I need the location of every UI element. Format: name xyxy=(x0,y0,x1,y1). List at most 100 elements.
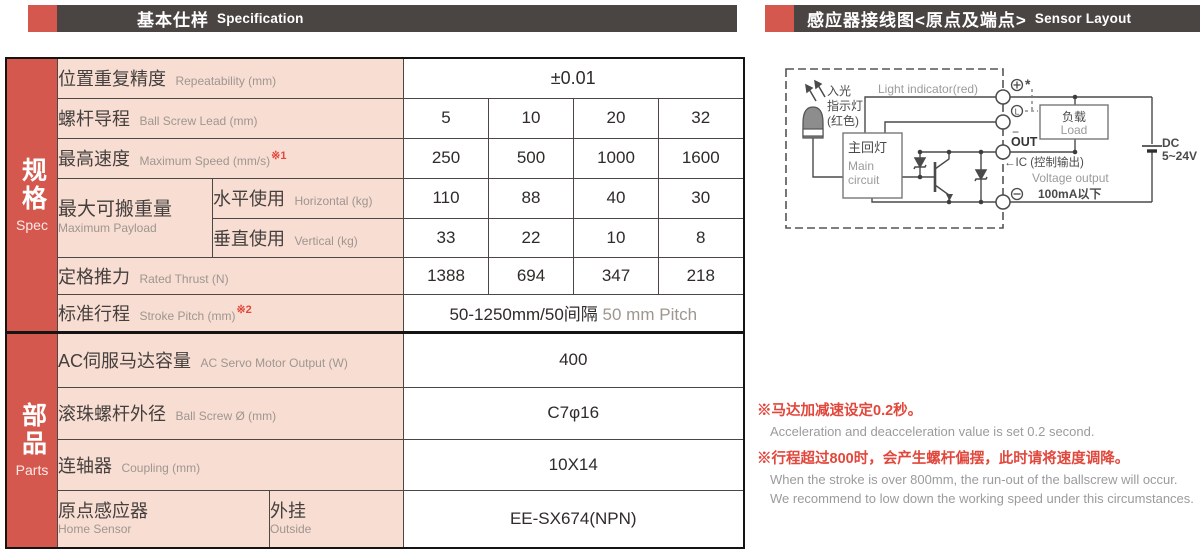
screw-dia-value: C7φ16 xyxy=(403,386,744,440)
row-label-rated-thrust: 定格推力 Rated Thrust (N) xyxy=(57,256,404,295)
horizontal-value-4: 30 xyxy=(658,177,744,219)
horizontal-value-3: 40 xyxy=(573,177,659,219)
terminal-symbols xyxy=(1010,78,1038,201)
horizontal-en: Horizontal (kg) xyxy=(294,194,373,208)
footnote-ref-1: ※1 xyxy=(271,149,287,162)
payload-zh: 最大可搬重量 xyxy=(58,199,173,221)
thrust-en: Rated Thrust (N) xyxy=(139,271,229,286)
led-indicator-icon xyxy=(802,106,824,139)
footnote-ref-2: ※2 xyxy=(236,304,252,317)
home-sensor-zh: 原点感应器 xyxy=(58,501,148,522)
stroke-zh: 标准行程 xyxy=(58,303,130,324)
minus-symbol-icon xyxy=(1010,187,1024,201)
section-spec-zh: 规格 xyxy=(18,156,47,213)
light-in-arrows-icon xyxy=(805,79,826,102)
sensor-section-header: 感应器接线图<原点及端点> Sensor Layout xyxy=(765,5,1200,32)
repeatability-zh: 位置重复精度 xyxy=(58,69,166,90)
thrust-zh: 定格推力 xyxy=(58,266,130,287)
footnotes: ※马达加减速设定0.2秒。 Acceleration and deacceler… xyxy=(757,402,1200,517)
specification-table: 规格 Spec 位置重复精度 Repeatability (mm) ±0.01 … xyxy=(5,57,745,549)
footnote-1-en: Acceleration and deacceleration value is… xyxy=(770,423,1095,439)
row-label-max-payload: 最大可搬重量 Maximum Payload xyxy=(57,177,213,258)
row-label-coupling: 连轴器 Coupling (mm) xyxy=(57,438,404,491)
sensor-header-title-en: Sensor Layout xyxy=(1034,11,1132,26)
repeatability-value: ±0.01 xyxy=(403,57,744,99)
vertical-zh: 垂直使用 xyxy=(213,228,285,249)
terminal-circles xyxy=(995,89,1011,210)
lead-value-4: 32 xyxy=(658,97,744,139)
minus-under-l: − xyxy=(1012,125,1019,139)
row-label-stroke-pitch: 标准行程 Stroke Pitch (mm)※2 xyxy=(57,293,404,333)
repeatability-en: Repeatability (mm) xyxy=(175,74,277,89)
spec-header-title-en: Specification xyxy=(217,11,304,26)
light-in-label-zh: 入光 xyxy=(827,84,851,98)
home-sensor-value: EE-SX674(NPN) xyxy=(403,489,744,549)
section-parts-zh: 部品 xyxy=(18,402,47,459)
load-label-zh: 负载 xyxy=(1062,110,1086,124)
red-label-zh: (红色) xyxy=(827,113,859,128)
row-label-vertical: 垂直使用 Vertical (kg) xyxy=(212,217,404,258)
main-circuit-label-en2: circuit xyxy=(848,173,880,187)
horizontal-zh: 水平使用 xyxy=(213,189,285,209)
terminal-out xyxy=(995,144,1011,160)
stroke-value-sub: 50 mm Pitch xyxy=(602,305,698,324)
section-label-spec: 规格 Spec xyxy=(5,57,58,333)
ic-control-output-label: ←IC (控制输出) xyxy=(1004,155,1084,169)
sensor-header-title-zh: 感应器接线图<原点及端点> xyxy=(807,11,1027,30)
terminal-l xyxy=(995,114,1011,130)
servo-value: 400 xyxy=(403,330,744,388)
footnote-1: ※马达加减速设定0.2秒。 Acceleration and deacceler… xyxy=(757,402,1200,440)
row-label-repeatability: 位置重复精度 Repeatability (mm) xyxy=(57,57,404,99)
vertical-value-4: 8 xyxy=(658,217,744,258)
sensor-header-bar: 感应器接线图<原点及端点> Sensor Layout xyxy=(794,5,1200,32)
load-box xyxy=(1039,104,1109,140)
lead-value-2: 10 xyxy=(488,97,574,139)
main-circuit-label-en1: Main xyxy=(848,159,874,173)
home-sensor-en: Home Sensor xyxy=(58,521,132,536)
voltage-output-label: Voltage output xyxy=(1032,171,1109,185)
thrust-value-3: 347 xyxy=(573,256,659,295)
main-circuit-label-zh: 主回灯 xyxy=(848,140,887,155)
home-sensor-mount-en: Outside xyxy=(270,521,312,536)
row-label-home-sensor-mount: 外挂 Outside xyxy=(269,489,404,549)
speed-value-3: 1000 xyxy=(573,137,659,179)
star-mark: * xyxy=(1025,76,1031,92)
junction-dots xyxy=(917,94,1078,205)
footnote-2-en-line1: When the stroke is over 800mm, the run-o… xyxy=(770,471,1178,487)
horizontal-value-1: 110 xyxy=(403,177,489,219)
lead-zh: 螺杆导程 xyxy=(58,109,130,129)
screw-dia-zh: 滚珠螺杆外径 xyxy=(58,404,166,424)
row-label-servo-output: AC伺服马达容量 AC Servo Motor Output (W) xyxy=(57,330,404,388)
spec-section-header: 基本仕样 Specification xyxy=(28,5,737,32)
red-accent-square xyxy=(28,5,57,32)
vertical-value-1: 33 xyxy=(403,217,489,258)
dc-label: DC xyxy=(1162,136,1180,150)
speed-en: Maximum Speed (mm/s) xyxy=(139,154,271,168)
transistor-icon xyxy=(933,162,953,201)
stroke-value-main: 50-1250mm/50间隔 xyxy=(449,305,598,324)
coupling-en: Coupling (mm) xyxy=(121,460,201,475)
row-label-ball-screw-lead: 螺杆导程 Ball Screw Lead (mm) xyxy=(57,97,404,139)
terminal-plus xyxy=(995,89,1011,105)
footnote-2-zh: ※行程超过800时，会产生螺杆偏摆，此时请将速度调降。 xyxy=(757,451,1130,467)
thrust-value-2: 694 xyxy=(488,256,574,295)
plus-symbol-icon xyxy=(1010,78,1024,92)
footnote-2: ※行程超过800时，会产生螺杆偏摆，此时请将速度调降。 When the str… xyxy=(757,450,1200,507)
row-label-horizontal: 水平使用 Horizontal (kg) xyxy=(212,177,404,219)
indicator-label-zh: 指示灯 xyxy=(827,98,863,113)
coupling-zh: 连轴器 xyxy=(58,455,112,476)
stroke-en: Stroke Pitch (mm) xyxy=(139,308,236,323)
wires xyxy=(812,96,1153,203)
sensor-wiring-diagram: 入光 指示灯 (红色) Light indicator(red) 主回灯 Mai… xyxy=(785,68,1197,229)
servo-zh: AC伺服马达容量 xyxy=(58,351,192,371)
load-label-en: Load xyxy=(1061,123,1088,137)
sensor-boundary-dashed-box xyxy=(785,68,1004,229)
vertical-value-2: 22 xyxy=(488,217,574,258)
speed-zh: 最高速度 xyxy=(58,149,130,169)
zener-diode-icon xyxy=(913,157,988,182)
current-limit-label: 100mA以下 xyxy=(1038,187,1101,201)
thrust-value-4: 218 xyxy=(658,256,744,295)
light-indicator-label-en: Light indicator(red) xyxy=(878,82,978,96)
row-label-ball-screw-dia: 滚珠螺杆外径 Ball Screw Ø (mm) xyxy=(57,386,404,440)
l-terminal-letter: L xyxy=(1015,107,1020,117)
